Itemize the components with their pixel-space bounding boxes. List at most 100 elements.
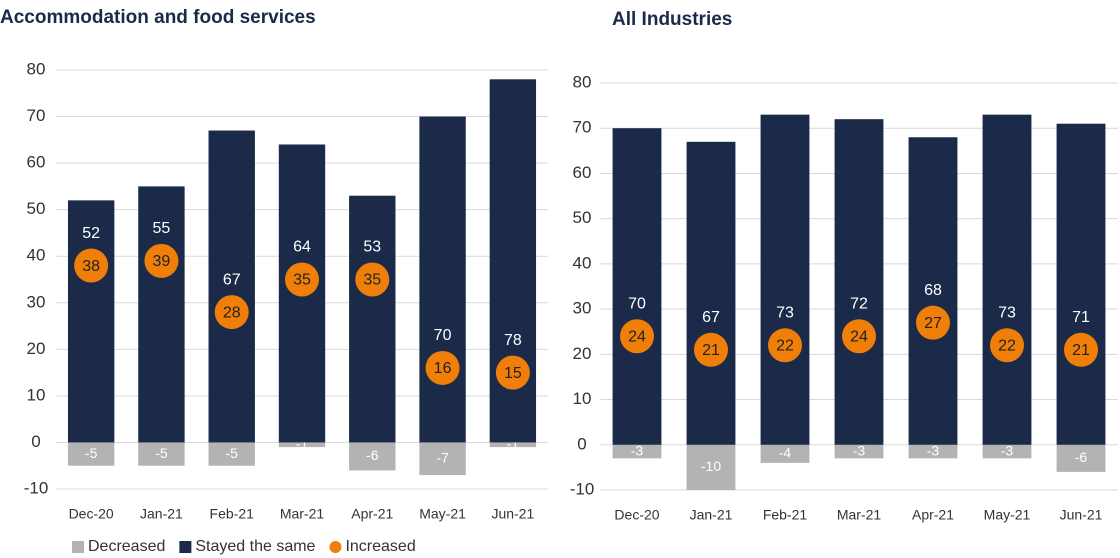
x-tick-label: Jun-21 (1060, 507, 1103, 523)
data-label: 28 (223, 304, 241, 321)
legend-label: Increased (345, 538, 415, 555)
data-label: 24 (628, 328, 646, 345)
marker (694, 332, 728, 367)
data-label: -3 (853, 442, 866, 458)
data-label: -4 (779, 445, 792, 461)
data-label: 67 (702, 309, 720, 326)
y-tick-label: 40 (573, 253, 592, 272)
data-label: -3 (631, 442, 644, 458)
data-label: 21 (702, 342, 720, 359)
x-tick-label: Jun-21 (491, 506, 534, 522)
y-tick-label: 30 (27, 292, 46, 311)
data-label: 22 (998, 338, 1016, 355)
y-tick-label: -10 (570, 479, 595, 498)
data-label: -6 (1075, 449, 1088, 465)
bar (489, 442, 537, 448)
data-label: 53 (363, 239, 381, 256)
data-label: -6 (366, 447, 379, 463)
data-label: 64 (293, 239, 311, 256)
data-label: -10 (701, 458, 721, 474)
marker (768, 328, 802, 363)
data-label: 67 (223, 271, 241, 288)
bar (349, 442, 396, 471)
marker (916, 305, 950, 340)
y-tick-label: 50 (573, 208, 592, 227)
x-tick-label: Feb-21 (210, 506, 255, 522)
bar (349, 195, 396, 443)
bar (67, 442, 115, 466)
x-tick-label: Apr-21 (351, 506, 393, 522)
legend-label: Stayed the same (195, 538, 315, 555)
bar (419, 442, 466, 476)
legend-swatch (329, 541, 342, 553)
marker (144, 243, 179, 278)
bar (1056, 123, 1106, 445)
x-tick-label: Apr-21 (912, 507, 954, 523)
bar (612, 444, 662, 459)
x-tick-label: Mar-21 (280, 506, 325, 522)
bar (208, 442, 255, 466)
y-tick-label: 0 (31, 432, 40, 451)
bar (834, 444, 884, 459)
marker (990, 328, 1024, 363)
data-label: -7 (436, 449, 449, 465)
bar (908, 444, 958, 459)
y-tick-label: -10 (24, 478, 49, 497)
bar (834, 119, 884, 445)
data-label: 35 (293, 272, 311, 289)
bar (278, 442, 326, 448)
legend-swatch (179, 541, 192, 553)
marker (214, 295, 249, 330)
x-tick-label: May-21 (984, 507, 1031, 523)
y-tick-label: 10 (27, 385, 46, 404)
data-label: -3 (927, 442, 940, 458)
x-tick-label: Jan-21 (140, 506, 183, 522)
bar (982, 114, 1032, 445)
bar (1056, 444, 1106, 472)
y-tick-label: 30 (573, 299, 592, 318)
data-label: 21 (1072, 342, 1090, 359)
legend-label: Decreased (88, 538, 165, 555)
bar (138, 186, 185, 443)
y-tick-label: 10 (573, 389, 592, 408)
bar (612, 128, 662, 445)
data-label: 22 (776, 338, 794, 355)
bar (419, 116, 466, 443)
data-label: 71 (1072, 309, 1090, 326)
data-label: 68 (924, 282, 942, 299)
data-label: 16 (434, 360, 452, 377)
bar (760, 444, 810, 463)
bar (686, 141, 736, 445)
x-tick-label: May-21 (419, 506, 466, 522)
chart-title: All Industries (612, 9, 732, 30)
data-label: 39 (153, 253, 171, 270)
marker (355, 262, 390, 297)
marker (425, 350, 460, 385)
y-tick-label: 80 (573, 72, 592, 91)
marker (620, 319, 654, 354)
data-label: -5 (155, 445, 168, 461)
y-tick-label: 40 (27, 246, 46, 265)
bar (982, 444, 1032, 459)
y-tick-label: 70 (27, 106, 46, 125)
bar (138, 442, 185, 466)
x-tick-label: Feb-21 (763, 507, 808, 523)
y-tick-label: 70 (573, 118, 592, 137)
data-label: 38 (82, 258, 100, 275)
data-label: 73 (998, 305, 1016, 322)
data-label: 78 (504, 332, 522, 349)
data-label: 55 (153, 220, 171, 237)
marker (1064, 332, 1098, 367)
data-label: 24 (850, 328, 868, 345)
data-label: 27 (924, 315, 942, 332)
x-tick-label: Dec-20 (69, 506, 114, 522)
x-tick-label: Mar-21 (837, 507, 882, 523)
bar (67, 200, 115, 443)
y-tick-label: 20 (27, 339, 46, 358)
marker (74, 248, 109, 283)
data-label: 35 (363, 272, 381, 289)
data-label: -5 (85, 445, 98, 461)
marker (285, 262, 319, 297)
data-label: -3 (1001, 442, 1014, 458)
data-label: 73 (776, 305, 794, 322)
